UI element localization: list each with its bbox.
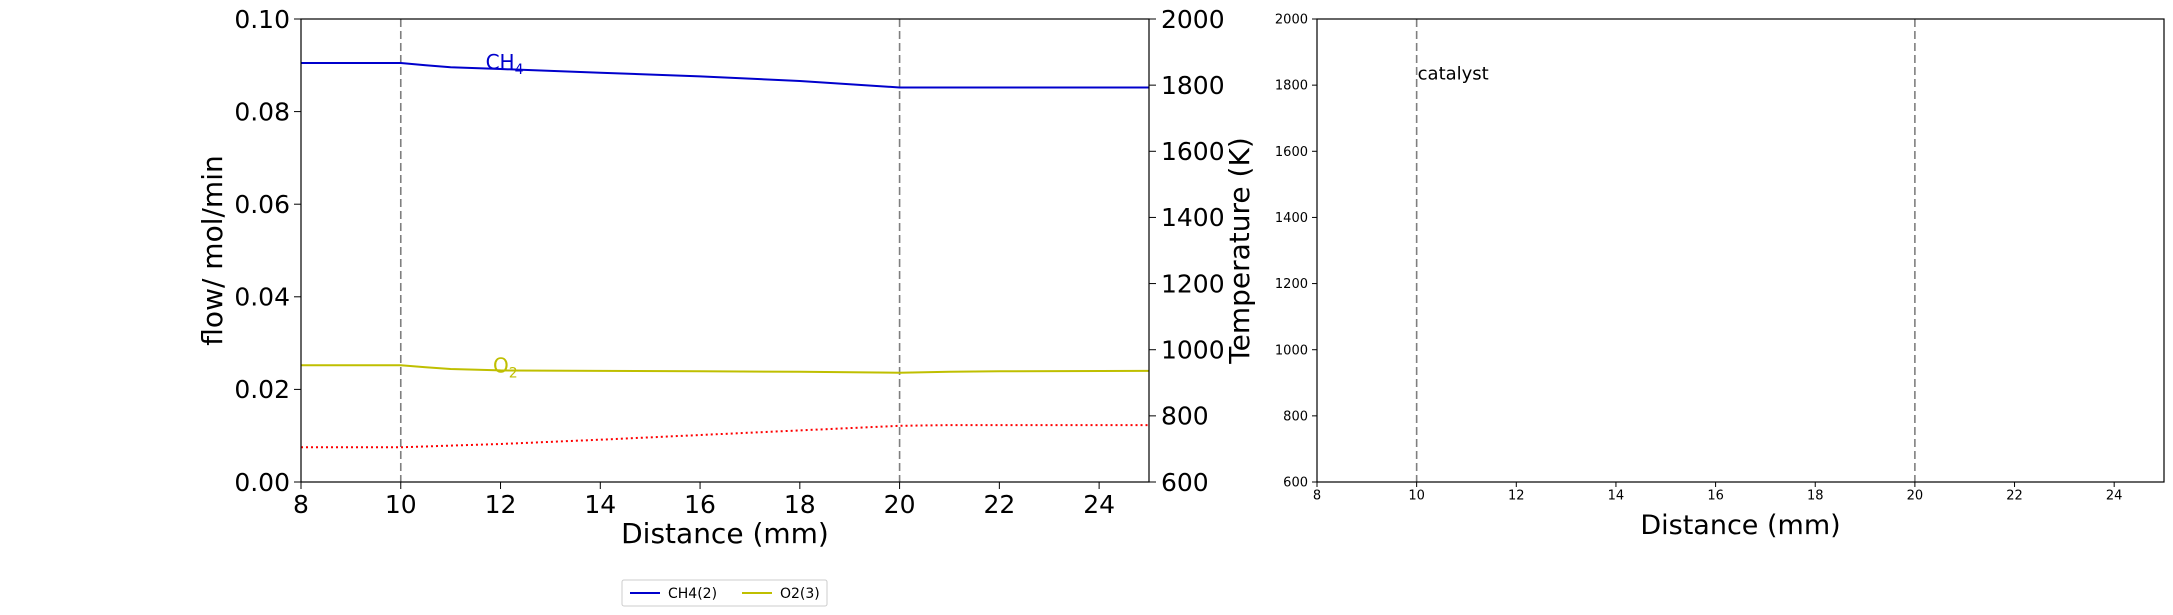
x-tick-label: 24 [1083, 490, 1115, 519]
y2-tick-label: 1200 [1161, 269, 1225, 298]
annotation-subscript: 2 [509, 365, 518, 381]
y-tick-label: 800 [1283, 409, 1308, 424]
y2-tick-label: 1400 [1161, 203, 1225, 232]
y-tick-label: 1200 [1275, 277, 1308, 292]
x-tick-label: 8 [1313, 488, 1321, 503]
x-tick-label: 24 [2106, 488, 2123, 503]
y2-tick-label: 2000 [1161, 5, 1225, 34]
y-tick-label: 0.02 [234, 375, 290, 404]
plot-frame [300, 18, 1150, 483]
annotation-subscript: 4 [515, 62, 524, 78]
x-tick-label: 8 [293, 490, 309, 519]
y-axis-label: flow/ mol/min [196, 155, 229, 345]
series-annotation: CH4 [486, 50, 524, 78]
x-tick-label: 14 [584, 490, 616, 519]
y2-tick-label: 1600 [1161, 137, 1225, 166]
catalyst-annotation: catalyst [1418, 64, 1489, 85]
x-tick-label: 20 [884, 490, 916, 519]
y-tick-label: 1400 [1275, 211, 1308, 226]
y-tick-label: 1000 [1275, 343, 1308, 358]
x-tick-label: 20 [1907, 488, 1924, 503]
annotation-label: CH [486, 50, 515, 74]
y-tick-label: 600 [1283, 476, 1308, 491]
y2-tick-label: 1800 [1161, 71, 1225, 100]
y-tick-label: 1600 [1275, 145, 1308, 160]
y2-axis-label: Temperature (K) [1223, 137, 1256, 364]
y-tick-label: 0.00 [234, 468, 290, 497]
y-tick-label: 0.06 [234, 190, 290, 219]
temperature-chart: 8 10 12 14 16 18 20 22 24 600 800 1000 1200 1400 1600 1… [1275, 13, 2165, 541]
y-tick-label: 1800 [1275, 79, 1308, 94]
legend-box [621, 579, 828, 607]
x-axis-label: Distance (mm) [1640, 510, 1840, 541]
annotation-label: O [493, 353, 509, 377]
y-tick-label: 2000 [1275, 13, 1308, 28]
y-tick-label: 0.10 [234, 5, 290, 34]
series-line-0 [301, 62, 1149, 89]
legend: CH4(2) O2(3) [621, 579, 828, 607]
x-tick-label: 18 [1807, 488, 1824, 503]
y-tick-label: 0.04 [234, 283, 290, 312]
x-tick-label: 18 [784, 490, 816, 519]
x-tick-label: 10 [1408, 488, 1425, 503]
series-annotation: O2 [493, 353, 518, 381]
x-axis-label: Distance (mm) [621, 517, 829, 550]
y2-tick-label: 1000 [1161, 335, 1225, 364]
legend-label: O2(3) [780, 586, 820, 602]
x-tick-label: 12 [1508, 488, 1525, 503]
x-tick-label: 16 [1707, 488, 1724, 503]
x-tick-label: 14 [1608, 488, 1625, 503]
y2-tick-label: 800 [1161, 402, 1209, 431]
x-tick-label: 22 [2006, 488, 2023, 503]
x-tick-label: 12 [485, 490, 517, 519]
x-tick-label: 16 [684, 490, 716, 519]
y2-tick-label: 600 [1161, 468, 1209, 497]
x-tick-label: 10 [385, 490, 417, 519]
series-line-2 [301, 424, 1149, 449]
series-line-1 [301, 364, 1150, 374]
y-tick-label: 0.08 [234, 97, 290, 126]
plot-frame [1316, 18, 2165, 483]
x-tick-label: 22 [983, 490, 1015, 519]
legend-label: CH4(2) [668, 586, 717, 602]
flow-temperature-chart: 8 10 12 14 16 18 20 22 240.000.020.040.060.080.1… [196, 5, 1256, 550]
